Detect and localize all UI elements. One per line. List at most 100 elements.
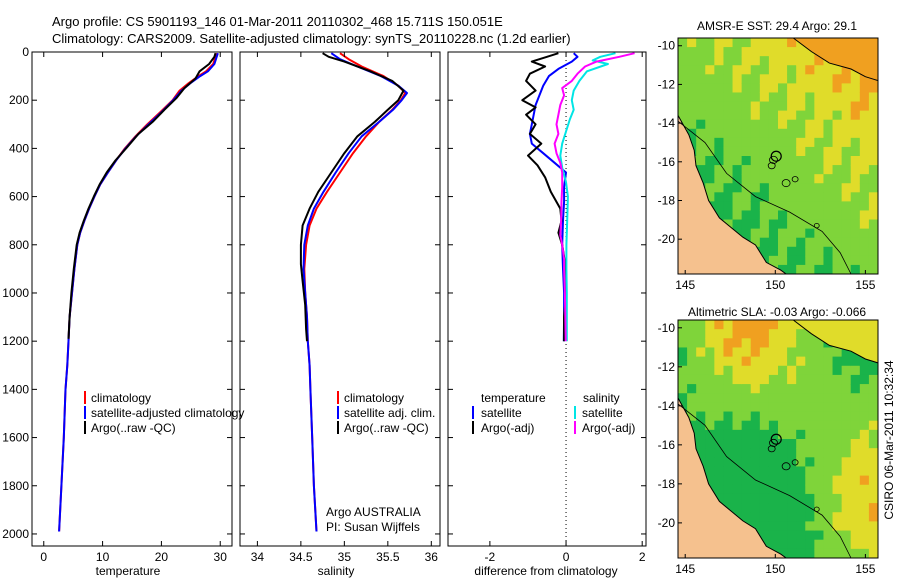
map-cell bbox=[823, 420, 834, 431]
map-cell bbox=[750, 146, 761, 157]
map-cell bbox=[750, 38, 761, 48]
map-cell bbox=[741, 466, 752, 477]
map-cell bbox=[723, 83, 734, 93]
reef-outline bbox=[769, 155, 778, 164]
map-cell bbox=[732, 384, 743, 394]
map-cell bbox=[714, 47, 724, 57]
map-cell bbox=[832, 201, 843, 211]
map-cell bbox=[823, 521, 834, 532]
map-cell bbox=[814, 466, 824, 477]
map-cell bbox=[832, 411, 843, 422]
map-cell bbox=[678, 338, 688, 348]
map-cell bbox=[787, 338, 797, 348]
map-cell bbox=[778, 165, 788, 175]
y-tick-label: 1800 bbox=[2, 479, 29, 493]
map-cell bbox=[823, 374, 834, 385]
map-cell bbox=[723, 146, 734, 157]
map-cell bbox=[705, 192, 715, 202]
map-cell bbox=[759, 219, 770, 230]
map-cell bbox=[814, 338, 824, 348]
map-cell bbox=[678, 347, 688, 358]
map-cell bbox=[723, 439, 734, 449]
map-cell bbox=[787, 110, 797, 121]
map-cell bbox=[796, 466, 806, 477]
map-cell bbox=[823, 156, 834, 166]
map-cell bbox=[759, 83, 770, 93]
map-cell bbox=[850, 439, 861, 449]
map-cell bbox=[859, 255, 870, 266]
salinity-panel: climatology satellite adj. clim. Argo(..… bbox=[239, 51, 441, 578]
map-cell bbox=[696, 92, 706, 103]
map-cell bbox=[750, 512, 761, 522]
map-cell bbox=[759, 457, 770, 467]
map-cell bbox=[705, 402, 715, 413]
map-cell bbox=[850, 411, 861, 422]
map-cell bbox=[868, 264, 879, 275]
map-cell bbox=[759, 374, 770, 385]
map-cell bbox=[823, 183, 834, 193]
map-cell bbox=[796, 210, 806, 221]
map-cell bbox=[714, 448, 724, 458]
map-cell bbox=[732, 119, 743, 130]
map-cell bbox=[768, 56, 779, 66]
map-cell bbox=[768, 83, 779, 93]
map-cell bbox=[759, 521, 770, 532]
map-cell bbox=[787, 484, 797, 495]
map-cell bbox=[859, 119, 870, 130]
map-cell bbox=[814, 101, 824, 112]
map-cell bbox=[723, 156, 734, 166]
map-cell bbox=[714, 384, 724, 394]
map-cell bbox=[841, 466, 852, 477]
map-cell bbox=[850, 420, 861, 431]
map-cell bbox=[732, 484, 743, 495]
map-cell bbox=[859, 493, 870, 504]
series-climatology bbox=[58, 52, 218, 532]
map-cell bbox=[778, 110, 788, 121]
map-cell bbox=[778, 411, 788, 422]
map-cell bbox=[714, 183, 724, 193]
map-x-tick-label: 155 bbox=[855, 278, 875, 292]
map-cell bbox=[787, 137, 797, 148]
map-cell bbox=[850, 228, 861, 239]
map-cell bbox=[705, 92, 715, 103]
map-cell bbox=[696, 384, 706, 394]
map-cell bbox=[750, 110, 761, 121]
map-cell bbox=[759, 56, 770, 66]
map-cell bbox=[687, 347, 697, 358]
legend-header-salinity: salinity bbox=[583, 391, 620, 405]
land-mass bbox=[677, 113, 788, 275]
map-cell bbox=[759, 530, 770, 541]
reef-outline bbox=[767, 445, 776, 453]
map-cell bbox=[850, 429, 861, 440]
map-cell bbox=[687, 320, 697, 330]
map-cell bbox=[687, 65, 697, 75]
map-cell bbox=[805, 183, 815, 193]
map-cell bbox=[832, 183, 843, 193]
salinity-xlabel: salinity bbox=[318, 564, 355, 578]
map-cell bbox=[750, 347, 761, 358]
map-cell bbox=[850, 493, 861, 504]
map-cell bbox=[768, 466, 779, 477]
map-cell bbox=[832, 439, 843, 449]
map-cell bbox=[859, 448, 870, 458]
map-cell bbox=[814, 119, 824, 130]
map-cell bbox=[859, 210, 870, 221]
map-cell bbox=[778, 201, 788, 211]
map-cell bbox=[714, 201, 724, 211]
map-cell bbox=[678, 65, 688, 75]
x-tick-label: -2 bbox=[485, 550, 496, 564]
map-cell bbox=[741, 493, 752, 504]
map-cell bbox=[732, 439, 743, 449]
map-cell bbox=[868, 110, 879, 121]
map-cell bbox=[723, 183, 734, 193]
map-cell bbox=[705, 110, 715, 121]
map-cell bbox=[759, 503, 770, 513]
map-cell bbox=[778, 329, 788, 339]
map-cell bbox=[750, 237, 761, 248]
map-cell bbox=[750, 411, 761, 422]
map-cell bbox=[832, 484, 843, 495]
map-cell bbox=[687, 83, 697, 93]
map-cell bbox=[814, 156, 824, 166]
map-cell bbox=[859, 237, 870, 248]
map-cell bbox=[741, 228, 752, 239]
